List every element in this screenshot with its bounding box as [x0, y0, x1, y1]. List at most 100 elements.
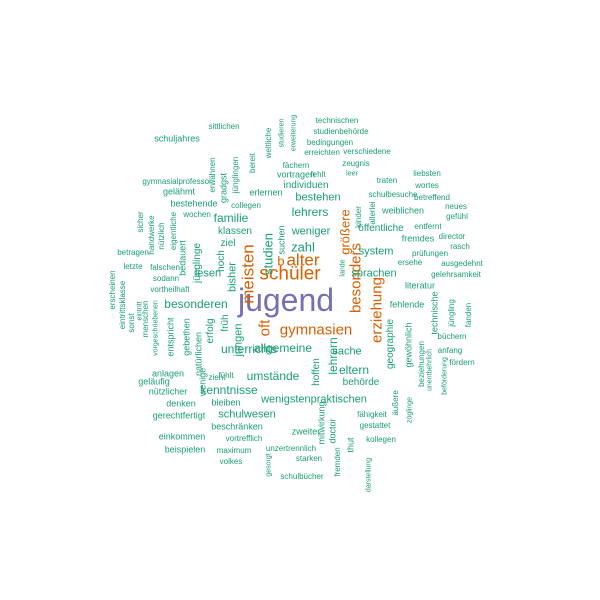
word-148: vorgeschriebenen — [152, 300, 160, 356]
word-93: fremdes — [401, 233, 435, 244]
word-59: einkommen — [158, 431, 206, 442]
word-24: behörde — [342, 377, 380, 388]
word-65: starken — [295, 454, 323, 463]
word-34: individuen — [283, 180, 329, 191]
word-87: fehlende — [389, 299, 425, 310]
word-96: entfernt — [414, 222, 442, 231]
word-109: fehlt — [310, 170, 326, 179]
word-86: fanden — [464, 302, 473, 328]
word-35: klassen — [218, 226, 252, 237]
word-115: erreichten — [304, 148, 340, 157]
word-105: allerlei — [368, 201, 377, 225]
word-55: geläufig — [138, 376, 170, 387]
word-61: maximum — [216, 446, 252, 455]
word-16: besonderen — [164, 297, 228, 311]
word-138: betragen — [117, 248, 149, 257]
word-15: lehrers — [291, 205, 329, 219]
word-43: ziel — [220, 238, 236, 249]
word-63: vortrefflich — [225, 434, 263, 443]
word-5: erziehung — [368, 277, 386, 343]
word-48: fühlt — [218, 371, 234, 380]
word-145: sonst — [127, 313, 136, 333]
word-110: zeugnis — [342, 159, 370, 168]
word-88: literatur — [404, 280, 436, 291]
word-49: zieht — [208, 373, 226, 382]
word-33: bestehen — [295, 191, 341, 204]
word-131: bestehende — [170, 198, 218, 209]
word-130: gelähmt — [162, 186, 196, 197]
word-46: beschränken — [211, 421, 263, 432]
word-41: erfolg — [205, 318, 216, 344]
word-32: öffentliche — [358, 223, 404, 234]
word-120: bereit — [248, 152, 257, 174]
word-22: wenigstenpraktischen — [261, 393, 367, 406]
word-19: umstände — [246, 369, 300, 383]
word-82: anfang — [437, 346, 463, 355]
word-117: fächern — [282, 161, 310, 170]
word-9: größere — [337, 209, 353, 255]
word-47: bleiben — [211, 397, 241, 408]
word-53: entspricht — [165, 317, 176, 357]
word-107: lande — [339, 259, 347, 277]
word-102: wortes — [415, 181, 439, 190]
word-140: letzte — [123, 262, 143, 271]
word-80: beförderung — [441, 357, 449, 395]
word-124: weltliche — [264, 127, 273, 159]
word-119: collegen — [231, 201, 261, 210]
word-64: unzertrennlich — [265, 444, 317, 453]
word-75: fähigkeit — [357, 410, 387, 419]
word-56: nützlicher — [148, 386, 188, 397]
word-2: schüler — [259, 263, 321, 285]
word-13: weniger — [291, 225, 331, 238]
word-97: gefühl — [446, 212, 468, 221]
word-81: fördern — [449, 358, 475, 367]
word-112: bedingungen — [306, 138, 354, 147]
word-129: gymnasialprofessor — [142, 177, 212, 186]
word-100: betreffend — [414, 193, 450, 202]
word-71: thut — [345, 437, 356, 453]
word-28: sprachen — [351, 267, 397, 280]
word-74: gestattet — [359, 421, 391, 430]
word-132: wochen — [183, 210, 211, 219]
word-12: zahl — [291, 239, 315, 255]
word-95: ersehe — [397, 258, 423, 267]
word-36: jungen — [232, 323, 245, 357]
word-8: oft — [256, 319, 274, 337]
word-73: kollegen — [366, 435, 396, 444]
word-60: beispielen — [164, 444, 206, 455]
word-37: bisher — [226, 262, 239, 292]
word-127: sittlichen — [208, 122, 240, 131]
word-25: sache — [332, 345, 362, 358]
word-58: gerechtfertigt — [152, 410, 206, 421]
word-104: liebsten — [413, 169, 441, 178]
word-45: zweiter — [291, 426, 321, 437]
word-122: gradgst — [218, 172, 229, 204]
word-94: prüfungen — [411, 249, 449, 258]
word-78: beziehungen — [417, 341, 426, 387]
word-106: kinder — [354, 206, 363, 228]
word-118: erlernen — [249, 187, 283, 198]
word-147: eintrittsklasse — [118, 280, 127, 330]
word-51: natürlichen — [193, 331, 204, 377]
word-68: mitwirkung — [316, 401, 327, 445]
word-83: büchern — [437, 332, 467, 341]
word-108: leer — [346, 170, 358, 178]
word-3: meisten — [238, 244, 258, 304]
word-11: studien — [260, 233, 276, 275]
word-144: eintritt — [136, 301, 144, 321]
word-10: b — [277, 253, 285, 269]
word-84: technische — [429, 291, 440, 335]
word-38: lesen — [194, 267, 222, 280]
word-14: familie — [213, 211, 249, 225]
word-30: geographie — [385, 318, 396, 370]
word-114: technischen — [315, 116, 359, 125]
word-76: äußere — [391, 390, 400, 416]
word-98: neues — [445, 202, 467, 211]
word-85: jüngling — [447, 299, 456, 327]
word-103: traten — [376, 176, 398, 185]
word-111: verschiedene — [343, 147, 391, 156]
word-62: volkes — [219, 457, 243, 466]
word-44: suchen — [276, 225, 287, 255]
word-77: zöglinge — [406, 396, 414, 424]
